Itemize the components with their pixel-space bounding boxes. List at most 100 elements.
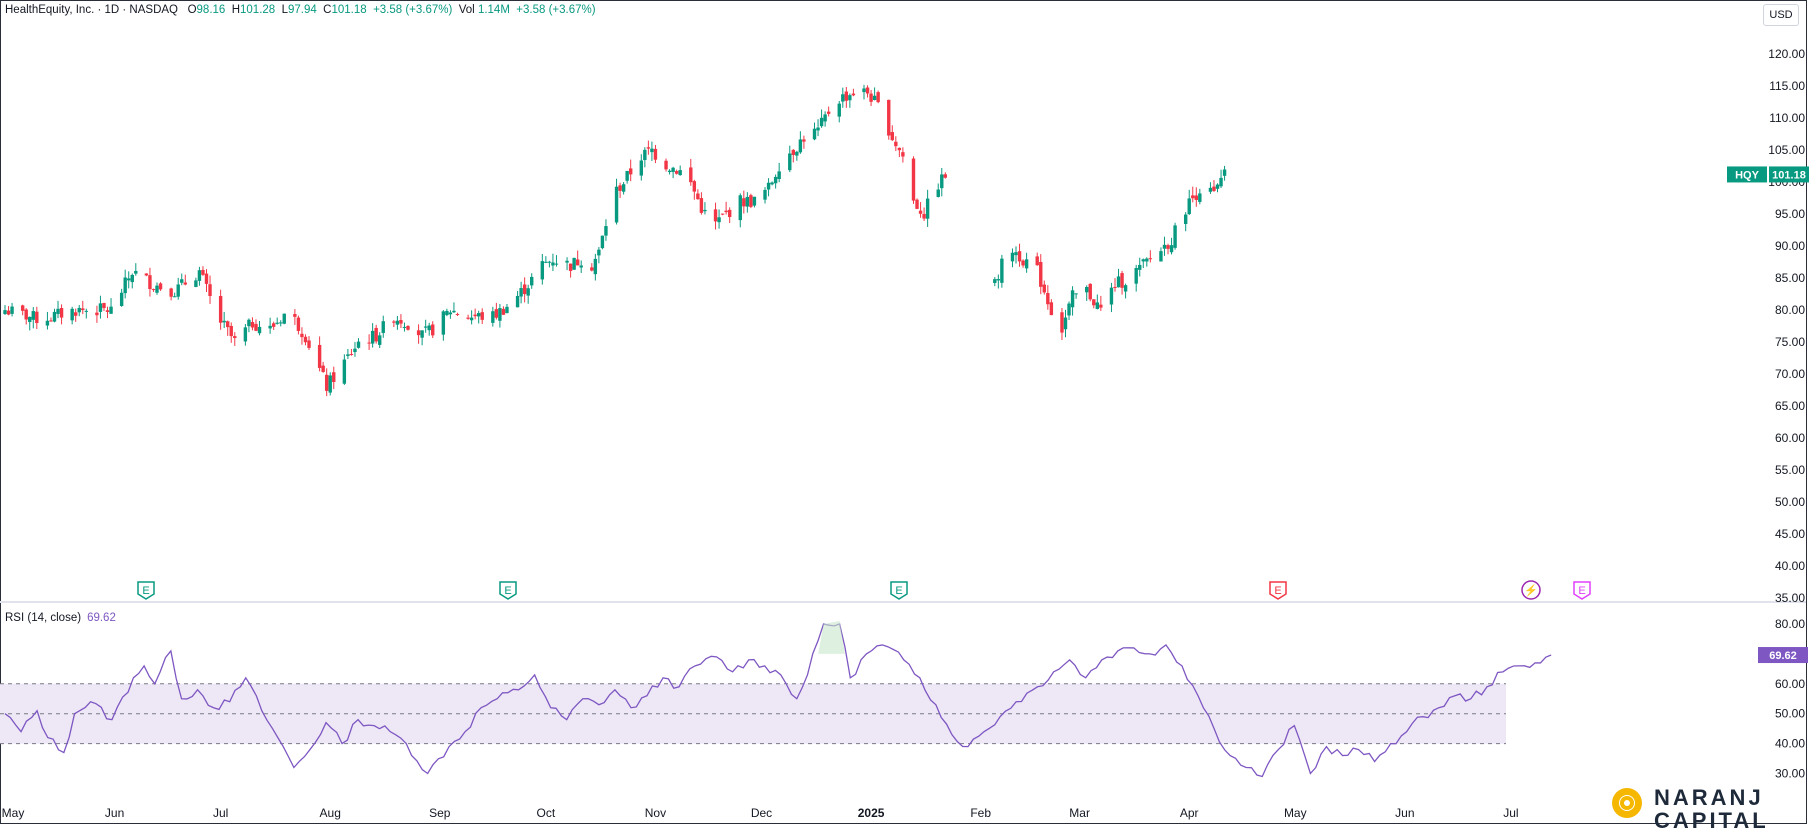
time-axis-tick: Jul <box>1503 806 1518 820</box>
candle-body <box>257 326 262 334</box>
candle-body <box>1134 268 1138 284</box>
candle-body <box>1113 286 1117 288</box>
candle-body <box>59 308 64 318</box>
candle-body <box>752 196 757 206</box>
candle-body <box>1138 264 1142 270</box>
volume-change: +3.58 (+3.67%) <box>516 4 596 16</box>
candle-body <box>625 170 629 181</box>
candle-body <box>501 308 506 315</box>
candle-body <box>402 326 407 328</box>
candle-body <box>172 296 177 298</box>
time-axis-tick: Mar <box>1069 806 1090 820</box>
candle-body <box>332 372 336 382</box>
candles-group <box>3 84 1227 397</box>
candle-body <box>1173 225 1177 248</box>
candle-body <box>604 226 608 236</box>
candle-body <box>49 320 53 322</box>
price-axis-tick: 45.00 <box>1775 527 1805 541</box>
candle-body <box>303 336 308 343</box>
price-axis-tick: 40.00 <box>1775 559 1805 573</box>
candle-body <box>180 279 184 283</box>
candle-body <box>911 158 916 201</box>
low-label: L <box>281 4 288 16</box>
candle-body <box>1215 184 1220 189</box>
candle-body <box>526 288 530 296</box>
price-axis-tick: 70.00 <box>1775 367 1805 381</box>
candle-body <box>1067 303 1071 316</box>
candle-body <box>452 310 456 313</box>
last-price-tag <box>1769 166 1809 183</box>
candle-body <box>1074 293 1078 295</box>
time-axis-tick: Jun <box>105 806 124 820</box>
candle-body <box>812 128 817 140</box>
candle-body <box>307 340 311 348</box>
price-axis-tick: 110.00 <box>1769 111 1805 125</box>
close-value: 101.18 <box>331 4 367 16</box>
candle-body <box>392 321 396 323</box>
candle-body <box>222 320 226 323</box>
candle-body <box>717 217 721 223</box>
candle-body <box>183 282 187 285</box>
event-label: E <box>895 585 902 597</box>
candle-body <box>872 95 877 101</box>
candle-body <box>798 139 803 153</box>
candle-body <box>1194 195 1198 200</box>
candle-body <box>925 198 930 219</box>
candle-body <box>773 176 778 184</box>
candle-body <box>445 310 449 316</box>
symbol-title[interactable]: HealthEquity, Inc. · 1D · NASDAQ <box>5 4 178 16</box>
volume-value: 1.14M <box>477 4 510 16</box>
candle-body <box>720 213 725 215</box>
candle-body <box>841 94 845 102</box>
candle-body <box>271 323 276 327</box>
candle-body <box>127 278 131 281</box>
candle-body <box>1123 285 1128 292</box>
time-axis-tick: Jul <box>213 806 228 820</box>
candle-body <box>300 333 304 338</box>
candle-body <box>515 295 520 308</box>
candle-body <box>519 288 523 297</box>
candle-body <box>455 314 460 316</box>
candle-body <box>851 93 856 96</box>
candle-body <box>10 306 14 314</box>
candle-body <box>243 327 248 342</box>
candle-body <box>1212 186 1216 191</box>
candle-body <box>24 309 28 320</box>
candle-body <box>74 312 78 316</box>
price-axis-tick: 75.00 <box>1775 335 1805 349</box>
symbol-header[interactable]: HealthEquity, Inc. · 1D · NASDAQ O98.16 … <box>5 4 596 16</box>
rsi-legend[interactable]: RSI (14, close) 69.62 <box>5 612 116 624</box>
candle-body <box>936 189 940 197</box>
candle-body <box>749 195 753 207</box>
candle-body <box>204 273 209 284</box>
candle-body <box>922 213 926 219</box>
candle-body <box>544 261 548 263</box>
rsi-axis-tick: 40.00 <box>1775 737 1805 751</box>
candle-body <box>480 312 484 320</box>
candle-body <box>614 186 619 223</box>
candle-body <box>816 127 820 131</box>
candle-body <box>915 199 919 209</box>
candle-body <box>565 260 569 263</box>
rsi-overbought-fill <box>818 621 845 654</box>
rsi-title: RSI (14, close) <box>5 612 82 624</box>
candle-body <box>628 168 633 175</box>
rsi-value-tag <box>1758 647 1808 664</box>
candle-body <box>56 308 60 314</box>
candle-body <box>420 330 424 338</box>
candle-body <box>381 321 385 333</box>
currency-button[interactable]: USD <box>1763 4 1799 26</box>
candle-body <box>890 132 894 141</box>
change-value: +3.58 (+3.67%) <box>373 4 453 16</box>
candle-body <box>226 321 230 328</box>
candle-body <box>876 92 880 103</box>
candle-body <box>1039 261 1043 287</box>
candle-body <box>328 375 332 393</box>
candle-body <box>837 103 841 117</box>
candle-body <box>1222 169 1227 176</box>
candle-body <box>123 277 127 294</box>
candle-body <box>28 316 32 322</box>
price-axis-tick: 85.00 <box>1775 271 1805 285</box>
earnings-event-icon <box>1573 581 1591 600</box>
